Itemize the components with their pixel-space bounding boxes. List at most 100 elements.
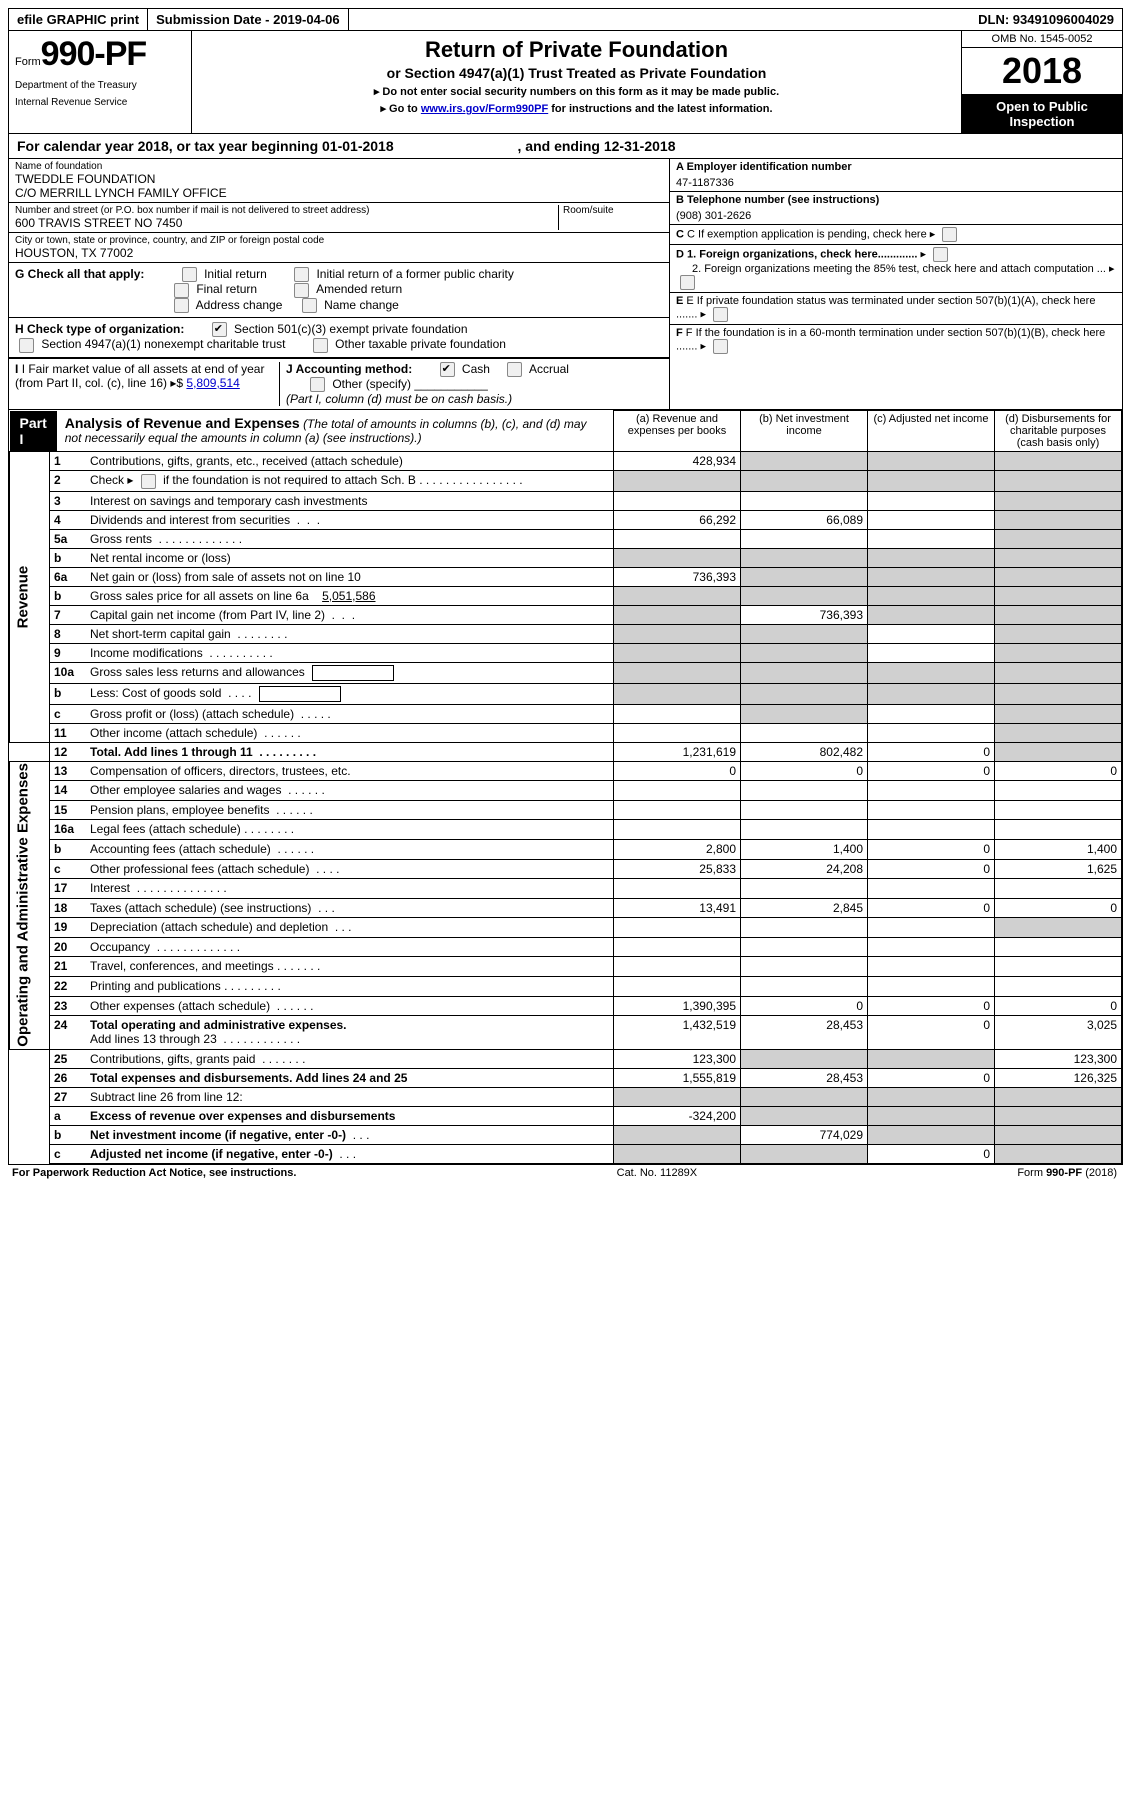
section-g: G Check all that apply: Initial return I…: [9, 263, 669, 318]
footer-left: For Paperwork Reduction Act Notice, see …: [12, 1167, 296, 1179]
table-row: 27 Subtract line 26 from line 12:: [10, 1088, 1122, 1107]
part1-header: Part I Analysis of Revenue and Expenses …: [10, 411, 614, 451]
foreign-85-checkbox[interactable]: [680, 275, 695, 290]
inspection-notice: Open to Public Inspection: [962, 95, 1122, 133]
omb-number: OMB No. 1545-0052: [962, 31, 1122, 48]
table-row: 20 Occupancy . . . . . . . . . . . . .: [10, 937, 1122, 957]
submission-date: Submission Date - 2019-04-06: [148, 9, 349, 30]
table-row: 8 Net short-term capital gain . . . . . …: [10, 624, 1122, 643]
irs-link[interactable]: www.irs.gov/Form990PF: [421, 103, 548, 115]
table-row: 11 Other income (attach schedule) . . . …: [10, 723, 1122, 742]
4947-checkbox[interactable]: [19, 338, 34, 353]
section-h: H Check type of organization: Section 50…: [9, 318, 669, 358]
table-row: 3 Interest on savings and temporary cash…: [10, 491, 1122, 510]
table-row: c Adjusted net income (if negative, ente…: [10, 1145, 1122, 1164]
sch-b-checkbox[interactable]: [141, 474, 156, 489]
col-a-header: (a) Revenue and expenses per books: [614, 411, 741, 452]
table-row: 10a Gross sales less returns and allowan…: [10, 662, 1122, 683]
501c3-checkbox[interactable]: [212, 322, 227, 337]
table-row: 2 Check ▸ if the foundation is not requi…: [10, 471, 1122, 491]
address-change-checkbox[interactable]: [174, 298, 189, 313]
initial-return-checkbox[interactable]: [182, 267, 197, 282]
table-row: c Gross profit or (loss) (attach schedul…: [10, 704, 1122, 723]
info-left: Name of foundation TWEDDLE FOUNDATION C/…: [9, 159, 670, 409]
table-row: 21 Travel, conferences, and meetings . .…: [10, 957, 1122, 977]
form-note2: ▸ Go to www.irs.gov/Form990PF for instru…: [198, 102, 955, 115]
form-title: Return of Private Foundation: [198, 37, 955, 63]
address-cell: Number and street (or P.O. box number if…: [9, 203, 669, 233]
table-row: 6a Net gain or (loss) from sale of asset…: [10, 567, 1122, 586]
table-row: b Less: Cost of goods sold . . . .: [10, 683, 1122, 704]
tax-year: 2018: [962, 48, 1122, 95]
ein-cell: A Employer identification number 47-1187…: [670, 159, 1122, 192]
col-c-header: (c) Adjusted net income: [868, 411, 995, 452]
revenue-label: Revenue: [10, 452, 50, 742]
accrual-checkbox[interactable]: [507, 362, 522, 377]
analysis-table: Part I Analysis of Revenue and Expenses …: [9, 410, 1122, 1164]
table-row: Revenue 1 Contributions, gifts, grants, …: [10, 452, 1122, 471]
top-bar: efile GRAPHIC print Submission Date - 20…: [9, 9, 1122, 31]
header-row: Form990-PF Department of the Treasury In…: [9, 31, 1122, 134]
other-method-checkbox[interactable]: [310, 377, 325, 392]
form-number: 990-PF: [41, 35, 147, 73]
table-row: 15 Pension plans, employee benefits . . …: [10, 800, 1122, 820]
info-right: A Employer identification number 47-1187…: [670, 159, 1122, 409]
form-container: efile GRAPHIC print Submission Date - 20…: [8, 8, 1123, 1165]
final-return-checkbox[interactable]: [174, 283, 189, 298]
calendar-year-row: For calendar year 2018, or tax year begi…: [9, 134, 1122, 159]
amended-return-checkbox[interactable]: [294, 283, 309, 298]
other-foundation-checkbox[interactable]: [313, 338, 328, 353]
table-row: a Excess of revenue over expenses and di…: [10, 1107, 1122, 1126]
form-subtitle: or Section 4947(a)(1) Trust Treated as P…: [198, 65, 955, 81]
table-row: 5a Gross rents . . . . . . . . . . . . .: [10, 529, 1122, 548]
table-row: 9 Income modifications . . . . . . . . .…: [10, 643, 1122, 662]
terminated-checkbox[interactable]: [713, 307, 728, 322]
section-e: E E If private foundation status was ter…: [670, 293, 1122, 325]
form-prefix: Form: [15, 56, 41, 68]
table-row: 22 Printing and publications . . . . . .…: [10, 976, 1122, 996]
table-row: 17 Interest . . . . . . . . . . . . . .: [10, 879, 1122, 899]
efile-label: efile GRAPHIC print: [9, 9, 148, 30]
table-row: 4 Dividends and interest from securities…: [10, 510, 1122, 529]
table-row: b Net investment income (if negative, en…: [10, 1126, 1122, 1145]
dept-irs: Internal Revenue Service: [15, 97, 185, 108]
table-row: 23 Other expenses (attach schedule) . . …: [10, 996, 1122, 1016]
dept-treasury: Department of the Treasury: [15, 80, 185, 91]
table-row: 7 Capital gain net income (from Part IV,…: [10, 605, 1122, 624]
section-f: F F If the foundation is in a 60-month t…: [670, 325, 1122, 356]
footer-right: Form 990-PF (2018): [1017, 1167, 1117, 1179]
cash-checkbox[interactable]: [440, 362, 455, 377]
header-right: OMB No. 1545-0052 2018 Open to Public In…: [961, 31, 1122, 133]
foundation-name-cell: Name of foundation TWEDDLE FOUNDATION C/…: [9, 159, 669, 203]
table-row: 24 Total operating and administrative ex…: [10, 1016, 1122, 1050]
name-change-checkbox[interactable]: [302, 298, 317, 313]
table-row: 26 Total expenses and disbursements. Add…: [10, 1069, 1122, 1088]
form-note1: ▸ Do not enter social security numbers o…: [198, 85, 955, 98]
city-cell: City or town, state or province, country…: [9, 233, 669, 263]
table-row: 16a Legal fees (attach schedule) . . . .…: [10, 820, 1122, 840]
initial-former-checkbox[interactable]: [294, 267, 309, 282]
table-row: 18 Taxes (attach schedule) (see instruct…: [10, 898, 1122, 918]
60month-checkbox[interactable]: [713, 339, 728, 354]
table-row: b Net rental income or (loss): [10, 548, 1122, 567]
table-row: b Gross sales price for all assets on li…: [10, 586, 1122, 605]
col-d-header: (d) Disbursements for charitable purpose…: [995, 411, 1122, 452]
header-center: Return of Private Foundation or Section …: [192, 31, 961, 133]
col-b-header: (b) Net investment income: [741, 411, 868, 452]
section-ij: I I Fair market value of all assets at e…: [9, 358, 669, 410]
table-row: 25 Contributions, gifts, grants paid . .…: [10, 1050, 1122, 1069]
section-d: D 1. Foreign organizations, check here..…: [670, 245, 1122, 293]
table-row: 19 Depreciation (attach schedule) and de…: [10, 918, 1122, 938]
expenses-label: Operating and Administrative Expenses: [10, 761, 50, 1050]
exemption-pending-checkbox[interactable]: [942, 227, 957, 242]
fmv-link[interactable]: 5,809,514: [186, 376, 239, 390]
table-row: 14 Other employee salaries and wages . .…: [10, 781, 1122, 801]
footer: For Paperwork Reduction Act Notice, see …: [8, 1165, 1121, 1181]
part1-label: Part I: [10, 411, 57, 451]
table-row: 12 Total. Add lines 1 through 11 . . . .…: [10, 742, 1122, 761]
tel-cell: B Telephone number (see instructions) (9…: [670, 192, 1122, 225]
part1-title: Analysis of Revenue and Expenses (The to…: [57, 411, 613, 449]
info-section: Name of foundation TWEDDLE FOUNDATION C/…: [9, 159, 1122, 410]
dln: DLN: 93491096004029: [970, 9, 1122, 30]
foreign-org-checkbox[interactable]: [933, 247, 948, 262]
